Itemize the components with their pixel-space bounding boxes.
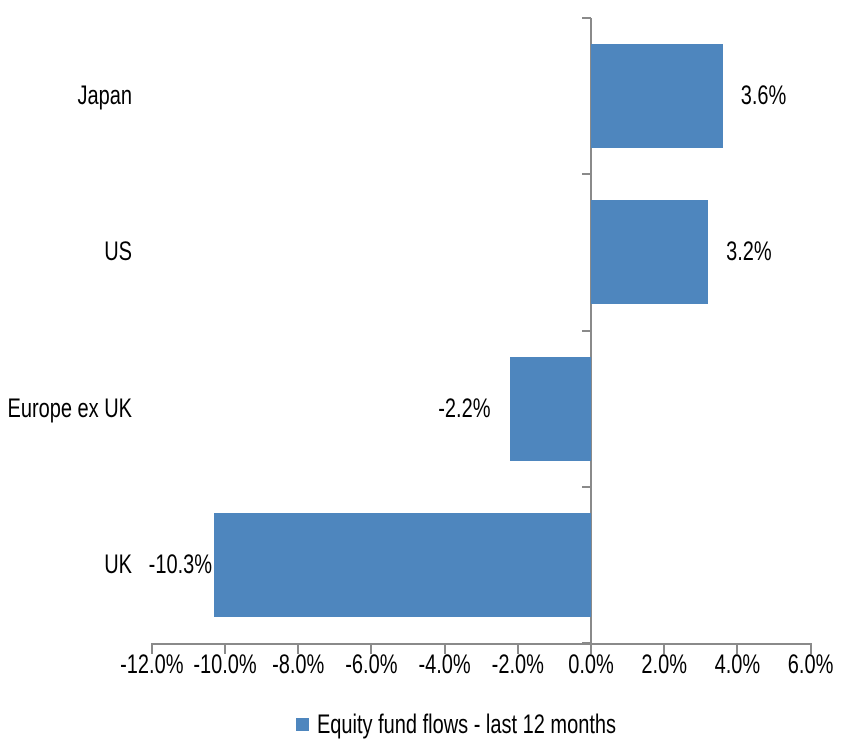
x-axis-line <box>150 643 812 645</box>
category-axis-tick <box>582 485 591 488</box>
data-label-uk-text: -10.3% <box>148 550 213 580</box>
legend-label: Equity fund flows - last 12 months <box>316 709 617 740</box>
x-axis-tick <box>150 643 153 654</box>
data-label-europe-ex-uk-text: -2.2% <box>438 393 491 424</box>
bar-us <box>591 200 709 305</box>
x-axis-tick <box>224 643 226 654</box>
x-axis-tick-label: -6.0% <box>326 650 416 680</box>
x-axis-tick-label-text: 2.0% <box>641 650 687 680</box>
bar-uk <box>214 512 591 617</box>
data-label-europe-ex-uk: -2.2% <box>438 394 490 424</box>
category-label-japan: Japan <box>78 81 133 111</box>
x-axis-tick-label-text: -12.0% <box>120 650 184 680</box>
x-axis-tick-label: -12.0% <box>107 650 197 680</box>
category-axis-tick <box>582 329 591 332</box>
bar-europe-ex-uk <box>510 356 591 461</box>
data-label-japan-text: 3.6% <box>740 81 787 111</box>
x-axis-tick-label: 4.0% <box>692 650 782 680</box>
data-label-us-text: 3.2% <box>726 237 772 268</box>
x-axis-tick-label-text: -4.0% <box>418 650 471 680</box>
category-label-us-text: US <box>104 237 132 268</box>
data-label-japan: 3.6% <box>741 81 787 111</box>
category-label-us: US <box>104 237 132 267</box>
x-axis-tick-label: -10.0% <box>180 650 270 680</box>
x-axis-tick <box>736 643 739 654</box>
x-axis-tick-label: 2.0% <box>619 650 709 680</box>
x-axis-tick-label: -4.0% <box>400 650 490 680</box>
category-label-europe-ex-uk-text: Europe ex UK <box>7 393 132 424</box>
x-axis-tick-label: 0.0% <box>546 650 636 680</box>
x-axis-tick <box>663 643 666 654</box>
category-axis-line <box>590 18 592 643</box>
x-axis-tick <box>297 643 300 654</box>
legend-swatch <box>295 718 309 731</box>
x-axis-tick-label-text: 6.0% <box>787 650 834 680</box>
category-label-japan-text: Japan <box>77 81 133 111</box>
x-axis-tick <box>370 643 373 654</box>
x-axis-tick <box>443 643 446 654</box>
x-axis-tick <box>809 643 812 654</box>
x-axis-tick-label-text: -10.0% <box>193 650 257 680</box>
x-axis-tick-label: -2.0% <box>473 650 563 680</box>
legend: Equity fund flows - last 12 months <box>30 709 852 740</box>
x-axis-tick-label-text: 4.0% <box>714 650 761 680</box>
x-axis-tick-label-text: 0.0% <box>568 650 614 680</box>
data-label-uk: -10.3% <box>149 550 212 580</box>
category-axis-tick <box>582 17 591 19</box>
category-axis-tick <box>582 642 591 644</box>
x-axis-tick-label: -8.0% <box>253 650 343 680</box>
category-label-uk: UK <box>104 550 132 580</box>
x-axis-tick <box>590 643 592 654</box>
x-axis-tick <box>516 643 519 654</box>
x-axis-tick-label-text: -6.0% <box>345 650 398 680</box>
x-axis-tick-label-text: -2.0% <box>491 650 544 680</box>
category-label-europe-ex-uk: Europe ex UK <box>7 394 132 424</box>
data-label-us: 3.2% <box>726 237 772 267</box>
category-axis-tick <box>582 173 591 176</box>
x-axis-tick-label: 6.0% <box>766 650 852 680</box>
bar-japan <box>591 44 723 149</box>
category-label-uk-text: UK <box>104 550 132 580</box>
x-axis-tick-label-text: -8.0% <box>272 650 325 680</box>
